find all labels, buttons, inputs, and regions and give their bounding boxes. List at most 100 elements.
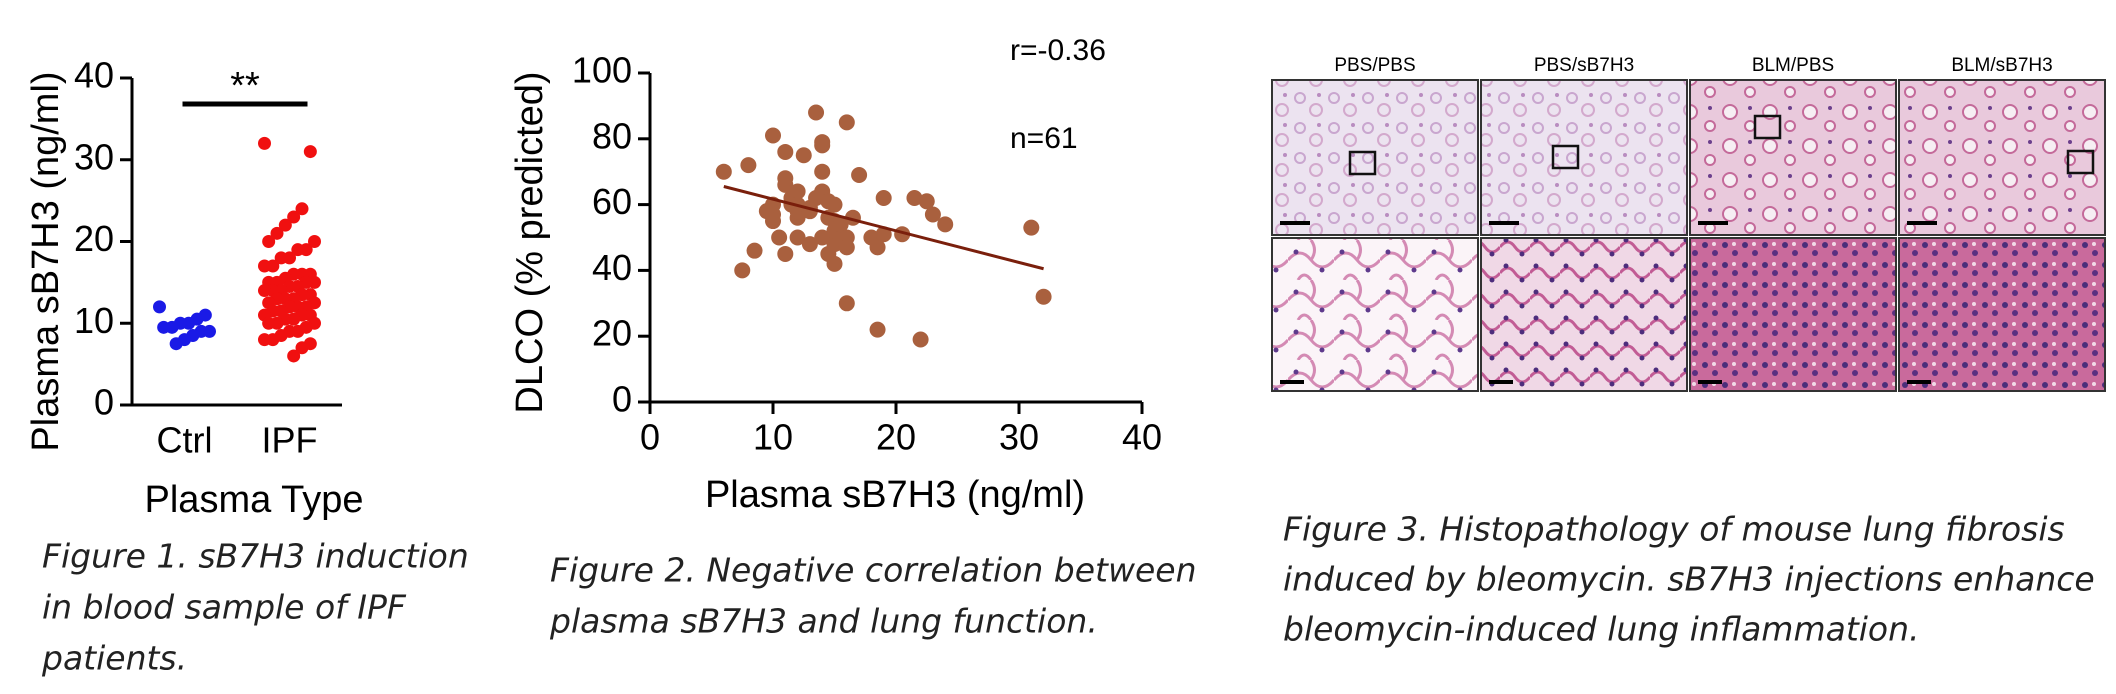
data-point (869, 239, 886, 256)
histology-panel (1689, 79, 1897, 236)
data-point (258, 284, 271, 298)
data-point (291, 243, 305, 257)
data-point (262, 235, 276, 248)
y-tick-label: 60 (592, 181, 632, 222)
data-point (278, 218, 292, 232)
data-point (808, 104, 825, 121)
caption: in blood sample of IPF (42, 588, 407, 627)
histology-panel (1480, 237, 1688, 392)
y-tick-label: 30 (74, 136, 114, 177)
data-point (832, 216, 849, 233)
x-tick-label: 30 (999, 417, 1039, 458)
data-point (169, 337, 183, 351)
data-point (777, 245, 794, 262)
data-point (869, 321, 886, 338)
y-tick-label: 80 (592, 115, 632, 156)
histology-figure: PBS/PBS PBS/sB7H3 BLM/PBS BLM/sB7H3 (1271, 55, 2106, 392)
data-point (153, 300, 166, 314)
histology-panel (1480, 79, 1688, 236)
annotation: r=-0.36 (1010, 34, 1106, 67)
annotation: n=61 (1010, 122, 1078, 155)
x-tick-label: 0 (640, 417, 660, 458)
histology-panel (1898, 79, 2106, 236)
caption: Figure 3. Histopathology of mouse lung f… (1283, 510, 2065, 549)
data-point (740, 157, 757, 174)
data-point (287, 349, 301, 363)
data-point (295, 202, 309, 216)
zoom-boxes (1348, 114, 2095, 176)
y-tick-label: 0 (94, 382, 114, 423)
y-tick-label: 100 (572, 50, 632, 91)
data-point (765, 127, 781, 144)
y-axis-label: Plasma sB7H3 (ng/ml) (25, 71, 67, 451)
x-axis-label: Plasma Type (145, 479, 364, 521)
caption: Figure 1. sB7H3 induction (42, 537, 469, 576)
data-point (308, 235, 321, 248)
data-point (838, 239, 855, 256)
x-tick-label: IPF (261, 420, 317, 461)
data-point (789, 229, 806, 246)
data-point (777, 143, 794, 160)
histology-panel (1271, 237, 1479, 392)
data-point (814, 137, 831, 154)
panel-label: BLM/sB7H3 (1951, 55, 2052, 76)
data-point (258, 136, 271, 150)
data-point (906, 190, 923, 207)
fit-line (723, 185, 1044, 271)
data-point (771, 229, 788, 246)
y-tick-label: 40 (592, 247, 632, 288)
data-point (875, 190, 892, 207)
scale-bars (1280, 221, 1937, 384)
caption: Figure 2. Negative correlation between (550, 551, 1197, 590)
data-point (924, 206, 941, 223)
data-point (715, 163, 732, 180)
y-tick-label: 20 (74, 218, 114, 259)
caption: plasma sB7H3 and lung function. (549, 602, 1098, 641)
data-point (287, 210, 301, 224)
x-axis-label: Plasma sB7H3 (ng/ml) (705, 474, 1085, 516)
panel-label: PBS/sB7H3 (1534, 55, 1634, 76)
histology-panel (1898, 237, 2106, 392)
data-point (838, 114, 855, 131)
significance-label: ** (230, 65, 260, 107)
x-tick-label: 40 (1122, 417, 1162, 458)
data-point (262, 316, 276, 330)
y-tick-label: 20 (592, 313, 632, 354)
data-point (814, 229, 831, 246)
data-point (795, 147, 812, 164)
y-tick-label: 10 (74, 300, 114, 341)
x-tick-label: 20 (876, 417, 916, 458)
data-point (814, 163, 831, 180)
data-point (801, 236, 818, 253)
data-point (157, 320, 171, 334)
data-point (875, 226, 892, 243)
y-tick-label: 0 (612, 379, 632, 420)
data-point (274, 251, 288, 265)
caption: patients. (41, 639, 187, 678)
x-tick-label: 10 (753, 417, 793, 458)
y-tick-label: 40 (74, 55, 114, 96)
caption: bleomycin-induced lung inflammation. (1283, 610, 1920, 649)
data-point (912, 331, 929, 348)
data-point (851, 166, 868, 183)
data-point (1023, 219, 1040, 236)
histology-panel (1689, 237, 1897, 392)
x-tick-label: Ctrl (157, 420, 213, 461)
data-point (746, 242, 763, 259)
panel-label: BLM/PBS (1752, 55, 1834, 76)
data-point (258, 259, 271, 273)
data-point (295, 341, 309, 355)
data-point (303, 145, 317, 159)
data-point (258, 333, 271, 347)
data-point (838, 295, 855, 312)
data-point (1035, 288, 1052, 305)
data-point (918, 193, 935, 210)
data-point (734, 262, 751, 279)
data-point (826, 255, 843, 272)
data-point (270, 226, 284, 240)
data-point (777, 170, 794, 187)
data-point (826, 196, 843, 213)
data-point (789, 183, 806, 200)
caption: induced by bleomycin. sB7H3 injections e… (1283, 560, 2095, 599)
